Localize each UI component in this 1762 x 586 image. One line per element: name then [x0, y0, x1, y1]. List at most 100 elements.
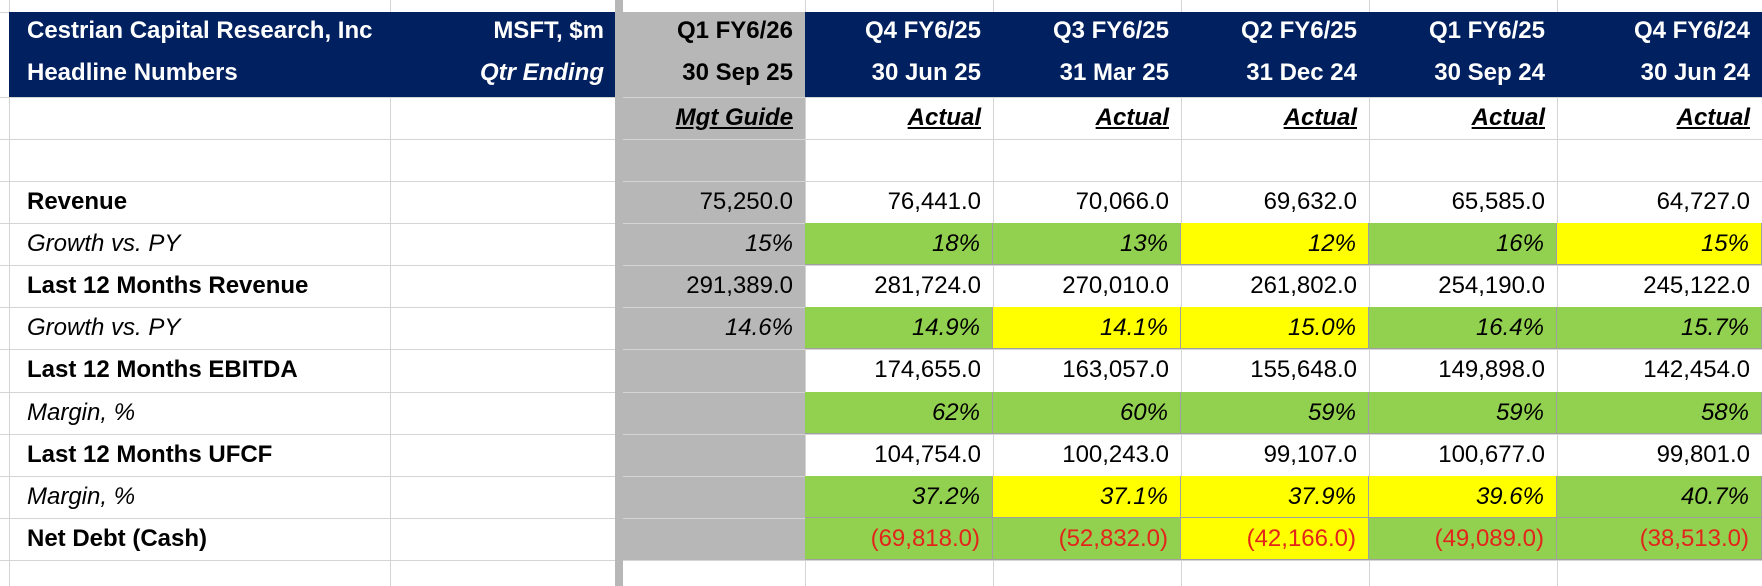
data-cell[interactable]: 149,898.0	[1438, 356, 1545, 383]
column-gridline	[9, 0, 10, 586]
data-cell[interactable]: 261,802.0	[1250, 272, 1357, 299]
column-period-5[interactable]: Q4 FY6/24	[1557, 12, 1762, 49]
column-basis-2[interactable]: Actual	[1095, 104, 1169, 131]
row-gridline	[0, 139, 1762, 140]
column-date-5[interactable]: 30 Jun 24	[1557, 49, 1762, 97]
row-gridline	[0, 97, 1762, 98]
data-cell[interactable]: 18%	[805, 223, 993, 265]
data-cell[interactable]: 15%	[744, 230, 793, 257]
data-cell[interactable]: (49,089.0)	[1369, 518, 1557, 560]
column-gridline	[1181, 0, 1182, 586]
row-label[interactable]: Revenue	[27, 188, 128, 215]
column-basis-4[interactable]: Actual	[1471, 104, 1545, 131]
column-basis-1[interactable]: Actual	[907, 104, 981, 131]
row-label[interactable]: Last 12 Months Revenue	[27, 272, 309, 299]
data-cell[interactable]: 142,454.0	[1643, 356, 1750, 383]
data-cell[interactable]: 15.0%	[1181, 307, 1369, 349]
row-gridline	[0, 181, 1762, 182]
row-label[interactable]: Growth vs. PY	[27, 230, 181, 257]
column-date-1[interactable]: 30 Jun 25	[805, 49, 993, 97]
data-cell[interactable]: 58%	[1557, 392, 1762, 434]
column-date-4[interactable]: 30 Sep 24	[1369, 49, 1557, 97]
data-cell[interactable]: 14.6%	[724, 314, 793, 341]
column-gridline	[1557, 0, 1558, 586]
column-period-0[interactable]: Q1 FY6/26	[616, 12, 805, 49]
data-cell[interactable]: 40.7%	[1557, 476, 1762, 518]
data-cell[interactable]: 12%	[1181, 223, 1369, 265]
data-cell[interactable]: 69,632.0	[1263, 188, 1357, 215]
data-cell[interactable]	[616, 518, 805, 560]
row-gridline	[0, 434, 1762, 435]
data-cell[interactable]: 65,585.0	[1451, 188, 1545, 215]
data-cell[interactable]: 14.1%	[993, 307, 1181, 349]
data-cell[interactable]: 99,801.0	[1656, 441, 1750, 468]
column-basis-3[interactable]: Actual	[1283, 104, 1357, 131]
data-cell[interactable]: 37.1%	[993, 476, 1181, 518]
column-basis-0[interactable]: Mgt Guide	[675, 104, 793, 131]
row-label[interactable]: Net Debt (Cash)	[27, 525, 208, 552]
row-gridline	[0, 349, 1762, 350]
data-cell[interactable]: 76,441.0	[887, 188, 981, 215]
data-cell[interactable]: 99,107.0	[1263, 441, 1357, 468]
data-cell[interactable]: 15%	[1557, 223, 1762, 265]
column-date-0[interactable]: 30 Sep 25	[616, 49, 805, 97]
column-basis-5[interactable]: Actual	[1676, 104, 1750, 131]
data-cell[interactable]: 174,655.0	[874, 356, 981, 383]
data-cell[interactable]: 59%	[1181, 392, 1369, 434]
data-cell[interactable]	[616, 392, 805, 434]
data-cell[interactable]	[616, 476, 805, 518]
data-cell[interactable]: (42,166.0)	[1181, 518, 1369, 560]
data-cell[interactable]: 37.9%	[1181, 476, 1369, 518]
row-label[interactable]: Margin, %	[27, 483, 136, 510]
column-date-2[interactable]: 31 Mar 25	[993, 49, 1181, 97]
frozen-pane-divider	[615, 0, 623, 586]
data-cell[interactable]: 100,243.0	[1062, 441, 1169, 468]
qtr-ending-label[interactable]: Qtr Ending	[390, 49, 616, 97]
data-cell[interactable]: 254,190.0	[1438, 272, 1545, 299]
data-cell[interactable]: 104,754.0	[874, 441, 981, 468]
column-gridline	[390, 0, 391, 586]
column-period-3[interactable]: Q2 FY6/25	[1181, 12, 1369, 49]
row-label[interactable]: Last 12 Months UFCF	[27, 441, 273, 468]
data-cell[interactable]: 155,648.0	[1250, 356, 1357, 383]
data-cell[interactable]: 281,724.0	[874, 272, 981, 299]
data-cell[interactable]: 16%	[1369, 223, 1557, 265]
guide-column-shade	[616, 12, 805, 560]
data-cell[interactable]	[616, 349, 805, 391]
data-cell[interactable]: (69,818.0)	[805, 518, 993, 560]
column-date-3[interactable]: 31 Dec 24	[1181, 49, 1369, 97]
data-cell[interactable]: 62%	[805, 392, 993, 434]
data-cell[interactable]: 64,727.0	[1656, 188, 1750, 215]
column-gridline	[805, 0, 806, 586]
headline-numbers-label[interactable]: Headline Numbers	[9, 49, 390, 97]
data-cell[interactable]: 15.7%	[1557, 307, 1762, 349]
row-gridline	[0, 560, 1762, 561]
data-cell[interactable]: 39.6%	[1369, 476, 1557, 518]
row-label[interactable]: Margin, %	[27, 399, 136, 426]
data-cell[interactable]: 70,066.0	[1075, 188, 1169, 215]
column-period-1[interactable]: Q4 FY6/25	[805, 12, 993, 49]
data-cell[interactable]: 100,677.0	[1438, 441, 1545, 468]
column-gridline	[993, 0, 994, 586]
data-cell[interactable]: (52,832.0)	[993, 518, 1181, 560]
data-cell[interactable]	[616, 434, 805, 476]
data-cell[interactable]: 163,057.0	[1062, 356, 1169, 383]
data-cell[interactable]: 59%	[1369, 392, 1557, 434]
column-period-2[interactable]: Q3 FY6/25	[993, 12, 1181, 49]
data-cell[interactable]: 13%	[993, 223, 1181, 265]
data-cell[interactable]: 14.9%	[805, 307, 993, 349]
data-cell[interactable]: 291,389.0	[686, 272, 793, 299]
row-label[interactable]: Growth vs. PY	[27, 314, 181, 341]
data-cell[interactable]: 245,122.0	[1643, 272, 1750, 299]
data-cell[interactable]: 37.2%	[805, 476, 993, 518]
column-period-4[interactable]: Q1 FY6/25	[1369, 12, 1557, 49]
company-name[interactable]: Cestrian Capital Research, Inc	[9, 12, 390, 49]
data-cell[interactable]: 270,010.0	[1062, 272, 1169, 299]
data-cell[interactable]: 75,250.0	[699, 188, 793, 215]
ticker-units[interactable]: MSFT, $m	[390, 12, 616, 49]
data-cell[interactable]: 60%	[993, 392, 1181, 434]
row-label[interactable]: Last 12 Months EBITDA	[27, 356, 298, 383]
data-cell[interactable]: (38,513.0)	[1557, 518, 1762, 560]
data-cell[interactable]: 16.4%	[1369, 307, 1557, 349]
